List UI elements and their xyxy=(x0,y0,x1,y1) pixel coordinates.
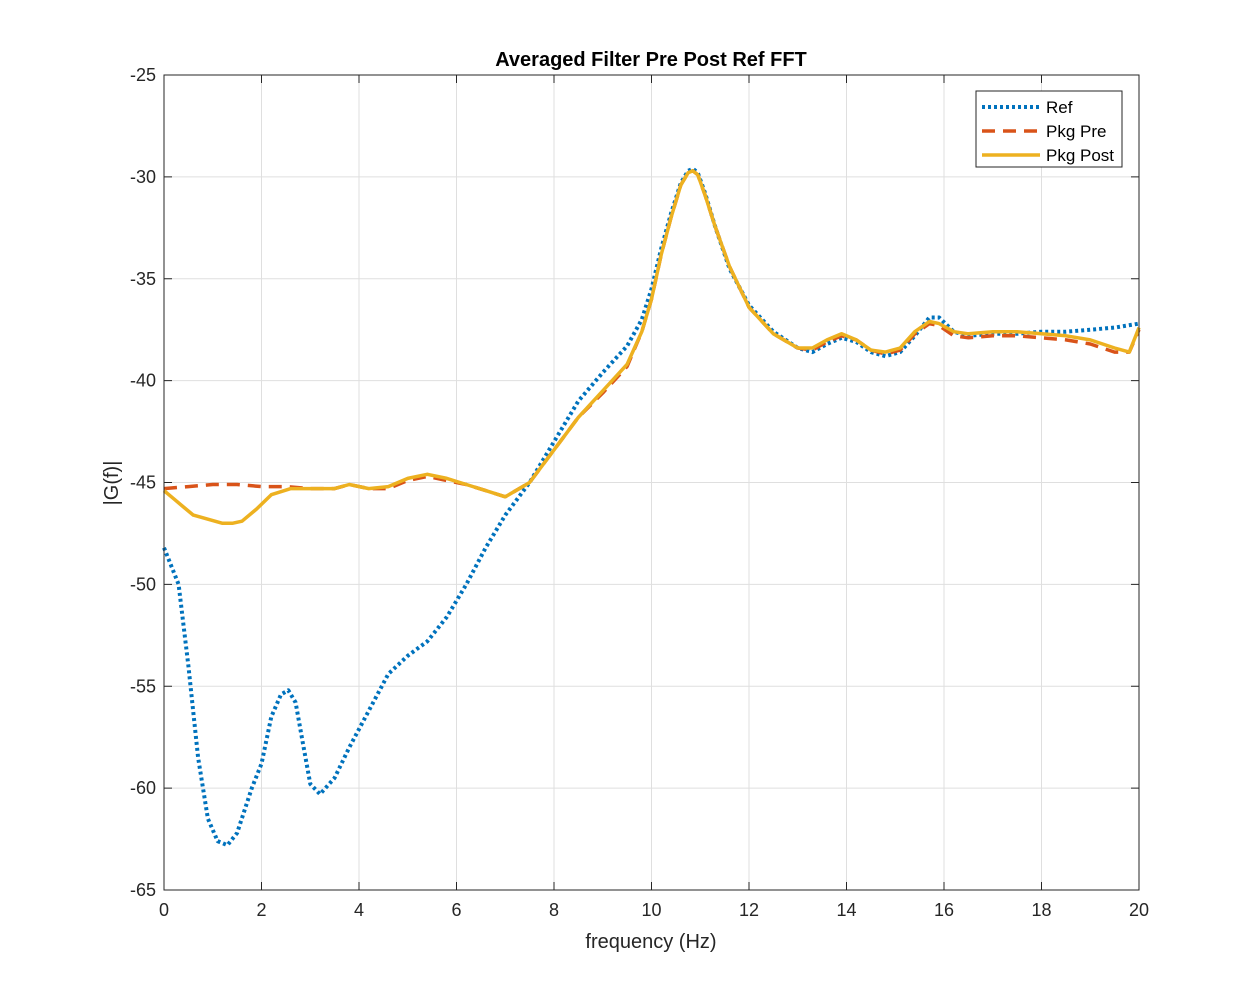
y-axis-label: |G(f)| xyxy=(101,461,123,506)
x-tick-label: 4 xyxy=(354,900,364,920)
x-tick-label: 18 xyxy=(1031,900,1051,920)
y-tick-label: -30 xyxy=(130,167,156,187)
x-tick-label: 20 xyxy=(1129,900,1149,920)
x-tick-label: 8 xyxy=(549,900,559,920)
series-lines xyxy=(162,166,1141,848)
y-tick-label: -35 xyxy=(130,269,156,289)
legend: Ref Pkg Pre Pkg Post xyxy=(975,90,1123,168)
x-tick-label: 6 xyxy=(451,900,461,920)
y-tick-label: -65 xyxy=(130,880,156,900)
x-tick-label: 14 xyxy=(836,900,856,920)
y-tick-label: -50 xyxy=(130,574,156,594)
y-tick-label: -40 xyxy=(130,371,156,391)
ticks: 0 2 4 6 8 10 12 14 16 18 20 -65 -60 -55 -50 -45 -40 -35 -3… xyxy=(130,65,1149,920)
y-tick-label: -25 xyxy=(130,65,156,85)
x-tick-label: 16 xyxy=(934,900,954,920)
x-tick-label: 2 xyxy=(256,900,266,920)
x-axis-label: frequency (Hz) xyxy=(585,931,716,953)
x-tick-label: 10 xyxy=(641,900,661,920)
x-tick-label: 0 xyxy=(159,900,169,920)
y-tick-label: -45 xyxy=(130,473,156,493)
series-line-pkg-post xyxy=(162,169,1141,526)
legend-label-pkg-pre: Pkg Pre xyxy=(1046,122,1106,141)
chart-title: Averaged Filter Pre Post Ref FFT xyxy=(495,49,807,71)
legend-label-pkg-post: Pkg Post xyxy=(1046,146,1114,165)
series-line-pkg-pre xyxy=(163,169,1141,499)
x-tick-label: 12 xyxy=(739,900,759,920)
y-tick-label: -60 xyxy=(130,778,156,798)
legend-label-ref: Ref xyxy=(1046,98,1073,117)
y-tick-label: -55 xyxy=(130,676,156,696)
